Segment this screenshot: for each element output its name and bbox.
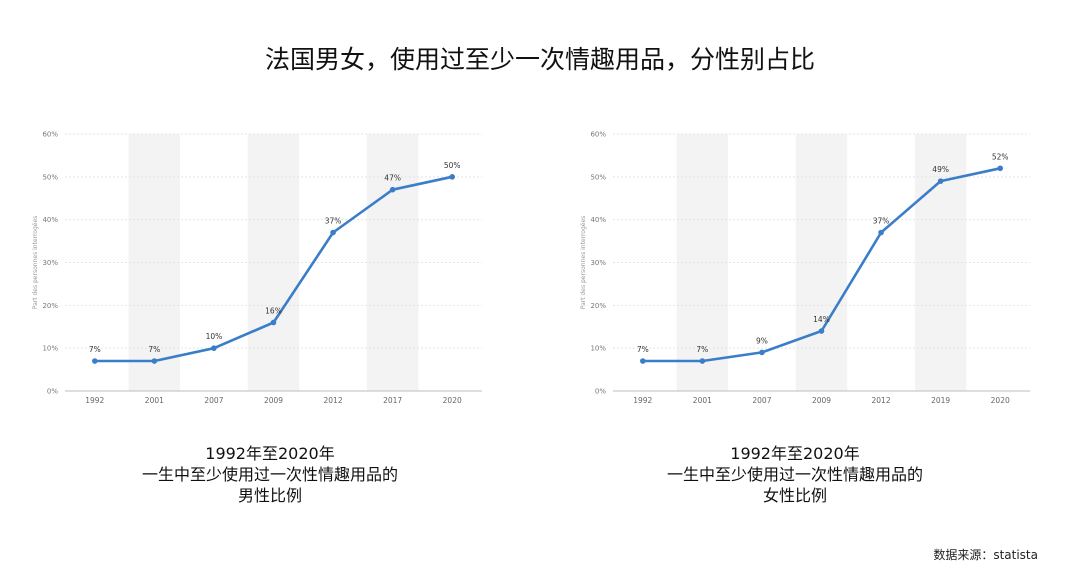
y-tick-label: 0% — [595, 388, 606, 396]
caption-subject: 女性比例 — [762, 486, 827, 505]
data-label: 16% — [265, 306, 282, 315]
data-label: 52% — [992, 152, 1009, 161]
y-tick-label: 30% — [42, 259, 58, 267]
data-point — [330, 229, 336, 236]
x-tick-label: 2001 — [145, 396, 164, 405]
page-title: 法国男女，使用过至少一次情趣用品，分性别占比 — [264, 45, 815, 74]
data-label: 14% — [813, 315, 830, 324]
y-tick-label: 60% — [590, 131, 606, 139]
data-point — [937, 178, 944, 184]
caption-years: 1992年至2020年 — [205, 444, 335, 463]
data-point — [91, 358, 98, 364]
chart-women: 0% 10% 20% 30% 40% 50% 60% Part des personnes i… — [580, 131, 1030, 405]
x-tick-label: 2012 — [872, 396, 891, 405]
y-tick-label: 20% — [590, 302, 606, 310]
caption-subject: 男性比例 — [237, 486, 302, 505]
data-label: 7% — [89, 345, 101, 354]
x-tick-label: 2012 — [324, 396, 343, 405]
y-tick-label: 50% — [590, 173, 606, 181]
data-point — [699, 358, 706, 364]
y-tick-label: 30% — [590, 259, 606, 267]
data-point — [449, 174, 456, 180]
x-tick-label: 2009 — [812, 396, 831, 405]
data-label: 7% — [696, 345, 708, 354]
x-tick-label: 1992 — [633, 396, 652, 405]
y-tick-label: 10% — [590, 345, 606, 353]
data-label: 37% — [873, 217, 890, 226]
y-tick-label: 10% — [42, 345, 58, 353]
data-point — [270, 319, 277, 326]
data-label: 50% — [444, 161, 461, 170]
x-tick-label: 2007 — [752, 396, 771, 405]
data-point — [818, 328, 825, 334]
data-label: 7% — [637, 345, 649, 354]
x-tick-label: 2007 — [204, 396, 223, 405]
x-tick-label: 2001 — [693, 396, 712, 405]
y-tick-label: 50% — [42, 173, 58, 181]
x-tick-label: 2019 — [931, 396, 950, 405]
data-point — [878, 229, 884, 236]
data-label: 9% — [756, 336, 768, 345]
data-label: 47% — [384, 174, 401, 183]
y-axis-label: Part des personnes interrogées — [580, 216, 587, 310]
caption-years: 1992年至2020年 — [730, 444, 860, 463]
source-note: 数据来源：statista — [933, 548, 1038, 562]
caption-women: 1992年至2020年 一生中至少使用过一次性情趣用品的 女性比例 — [555, 443, 1035, 506]
data-label: 7% — [148, 345, 160, 354]
caption-men: 1992年至2020年 一生中至少使用过一次性情趣用品的 男性比例 — [30, 443, 510, 506]
y-tick-label: 40% — [590, 216, 606, 224]
caption-description: 一生中至少使用过一次性情趣用品的 — [666, 465, 923, 484]
data-point — [151, 358, 158, 364]
y-tick-label: 40% — [42, 216, 58, 224]
x-tick-label: 2009 — [264, 396, 283, 405]
y-tick-label: 20% — [42, 302, 58, 310]
caption-description: 一生中至少使用过一次性情趣用品的 — [141, 465, 398, 484]
x-tick-label: 1992 — [85, 396, 104, 405]
y-tick-label: 60% — [42, 131, 58, 139]
data-label: 37% — [325, 217, 342, 226]
data-point — [389, 186, 396, 193]
data-point — [639, 358, 646, 364]
data-point — [759, 349, 765, 356]
data-point — [211, 345, 217, 351]
chart-men: 0% 10% 20% 30% 40% 50% 60% Part des personnes i… — [32, 131, 482, 405]
x-tick-label: 2020 — [991, 396, 1010, 405]
data-point — [997, 165, 1004, 172]
data-label: 49% — [932, 165, 949, 174]
x-tick-label: 2017 — [383, 396, 402, 405]
y-axis-label: Part des personnes interrogées — [32, 216, 39, 310]
y-tick-label: 0% — [47, 388, 58, 396]
data-label: 10% — [206, 332, 223, 341]
x-tick-label: 2020 — [443, 396, 462, 405]
